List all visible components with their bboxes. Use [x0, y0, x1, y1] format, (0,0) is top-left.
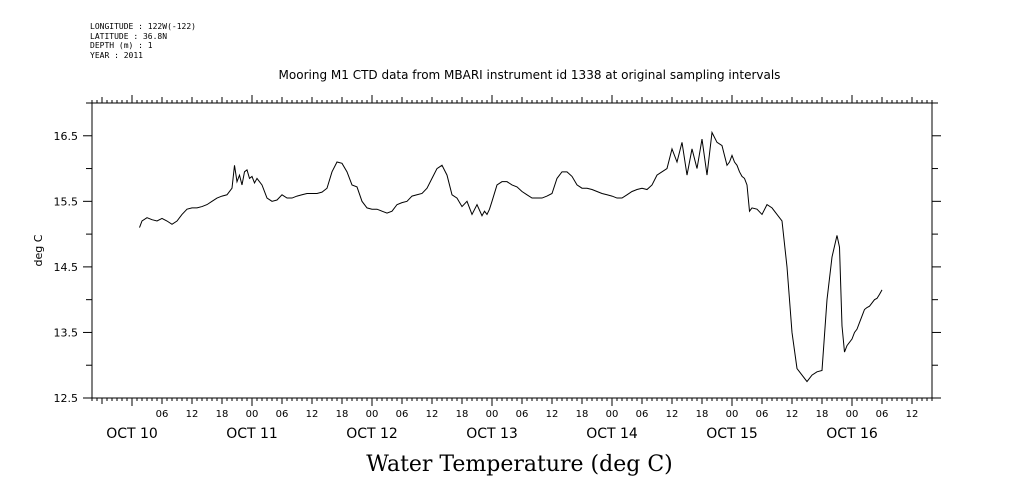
x-tick-label: 12: [786, 409, 799, 420]
x-tick-label: 06: [636, 409, 649, 420]
day-label: OCT 13: [466, 426, 518, 442]
x-axis-label: Water Temperature (deg C): [366, 452, 673, 477]
x-tick-label: 18: [576, 409, 589, 420]
temperature-line: [139, 130, 883, 383]
day-label: OCT 11: [226, 426, 278, 442]
year-label: YEAR : 2011: [90, 50, 143, 60]
y-tick-label: 13.5: [54, 326, 79, 339]
plot-frame: [91, 102, 933, 399]
y-tick-label: 15.5: [54, 195, 79, 208]
x-tick-label: 00: [246, 409, 259, 420]
y-axis-label: deg C: [32, 234, 45, 266]
x-tick-label: 18: [216, 409, 229, 420]
axis-ticks: [83, 95, 941, 406]
x-tick-label: 06: [516, 409, 529, 420]
axis-labels: 12.5 13.5 14.5 15.5 16.5 06 12 18 00 06 12 18 00 06 12…: [54, 130, 919, 442]
x-tick-label: 00: [486, 409, 499, 420]
x-tick-label: 06: [396, 409, 409, 420]
day-label: OCT 15: [706, 426, 758, 442]
x-tick-label: 00: [726, 409, 739, 420]
chart-title: Mooring M1 CTD data from MBARI instrumen…: [278, 68, 781, 82]
latitude-label: LATITUDE : 36.8N: [90, 31, 168, 41]
day-label: OCT 10: [106, 426, 158, 442]
x-tick-label: 18: [336, 409, 349, 420]
x-tick-label: 00: [846, 409, 859, 420]
day-label: OCT 12: [346, 426, 398, 442]
x-tick-label: 12: [426, 409, 439, 420]
x-tick-label: 06: [876, 409, 889, 420]
x-tick-label: 18: [456, 409, 469, 420]
metadata-block: LONGITUDE : 122W(-122) LATITUDE : 36.8N …: [90, 22, 196, 60]
x-tick-label: 18: [816, 409, 829, 420]
x-tick-label: 06: [156, 409, 169, 420]
x-tick-label: 12: [546, 409, 559, 420]
y-tick-label: 12.5: [54, 392, 79, 405]
x-tick-label: 12: [906, 409, 919, 420]
x-tick-label: 06: [276, 409, 289, 420]
depth-label: DEPTH (m) : 1: [90, 41, 153, 50]
x-tick-label: 12: [306, 409, 319, 420]
x-tick-label: 00: [606, 409, 619, 420]
x-tick-label: 12: [666, 409, 679, 420]
x-tick-label: 00: [366, 409, 379, 420]
y-tick-label: 14.5: [54, 261, 79, 274]
day-label: OCT 14: [586, 426, 638, 442]
y-tick-label: 16.5: [54, 130, 79, 143]
x-tick-label: 06: [756, 409, 769, 420]
day-label: OCT 16: [826, 426, 878, 442]
x-tick-label: 12: [186, 409, 199, 420]
longitude-label: LONGITUDE : 122W(-122): [90, 22, 196, 31]
x-tick-label: 18: [696, 409, 709, 420]
